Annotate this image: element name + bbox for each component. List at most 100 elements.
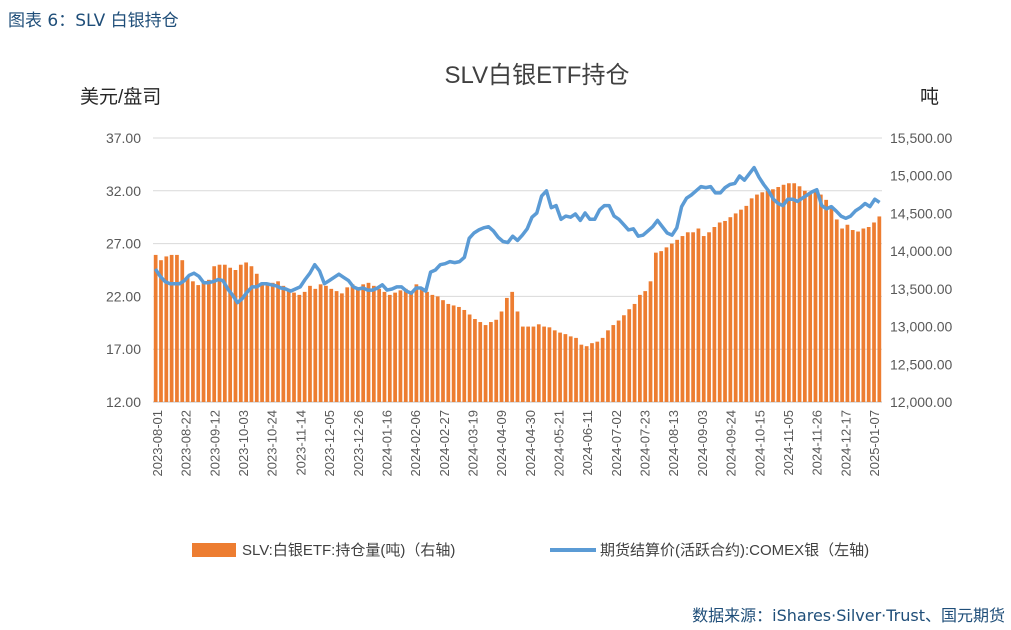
bar (265, 284, 270, 402)
bar (329, 288, 334, 402)
bar (292, 292, 296, 402)
bar (574, 337, 578, 402)
bar (840, 228, 844, 402)
bar (153, 254, 158, 402)
bar (393, 292, 397, 402)
line-series (153, 165, 881, 305)
x-tick-label: 2024-07-02 (609, 410, 624, 477)
bar (451, 305, 456, 402)
bar (627, 309, 632, 402)
bar (398, 290, 403, 402)
bar (818, 194, 823, 402)
bar (584, 346, 589, 402)
left-tick-label: 17.00 (106, 341, 141, 357)
bar (302, 291, 307, 402)
bar (616, 320, 621, 402)
bar (457, 306, 461, 402)
x-tick-label: 2023-10-24 (265, 410, 280, 477)
bar (499, 311, 504, 402)
bar (648, 281, 653, 402)
bar (691, 232, 695, 402)
bar (462, 309, 467, 402)
bar (212, 266, 217, 402)
right-tick-label: 14,500.00 (890, 205, 952, 221)
bar (175, 254, 179, 402)
bar (276, 281, 280, 402)
bar (377, 288, 382, 402)
bar (403, 288, 408, 402)
x-tick-label: 2025-01-07 (867, 410, 882, 477)
left-tick-label: 12.00 (106, 394, 141, 410)
x-tick-label: 2024-08-13 (666, 410, 681, 477)
bar (792, 183, 797, 402)
bar (526, 326, 531, 402)
bar (542, 326, 546, 402)
x-tick-label: 2024-11-05 (781, 410, 796, 476)
bar (733, 213, 738, 402)
bar (350, 284, 355, 402)
bar (829, 205, 834, 402)
right-tick-labels: 12,000.00 12,500.00 13,000.00 13,500.00 14,0… (890, 130, 952, 410)
left-tick-label: 27.00 (106, 236, 141, 252)
bar (866, 227, 871, 402)
bar (515, 311, 520, 402)
bar (558, 332, 562, 402)
bar (664, 247, 669, 402)
bar (563, 334, 568, 402)
bar (180, 260, 185, 402)
bar (345, 287, 350, 402)
chart-title: SLV白银ETF持仓 (445, 62, 630, 89)
bar (765, 190, 770, 402)
bar (850, 230, 855, 402)
bar (595, 341, 600, 402)
x-tick-label: 2024-05-21 (552, 410, 567, 477)
bar (669, 243, 674, 402)
right-tick-label: 13,500.00 (890, 281, 952, 297)
bar (489, 322, 493, 402)
legend-line-label: 期货结算价(活跃合约):COMEX银（左轴) (600, 541, 869, 559)
bar (238, 264, 243, 402)
left-tick-label: 37.00 (106, 130, 141, 146)
bar (579, 344, 584, 402)
left-axis-label: 美元/盘司 (80, 86, 161, 108)
x-tick-label: 2023-12-05 (322, 410, 337, 477)
bar (808, 192, 813, 402)
bar (531, 326, 536, 402)
left-tick-label: 32.00 (106, 183, 141, 199)
bar (467, 314, 472, 402)
bar (749, 198, 754, 402)
bar (222, 264, 227, 402)
bar (254, 273, 259, 402)
bar (207, 279, 211, 402)
bar (606, 330, 610, 402)
x-tick-label: 2024-12-17 (838, 410, 853, 477)
bar (244, 262, 248, 402)
x-tick-label: 2024-09-24 (724, 410, 739, 477)
bar (600, 337, 605, 402)
bar (196, 285, 201, 402)
bar (845, 224, 850, 402)
bar (371, 285, 376, 402)
bar (334, 291, 339, 402)
bar (228, 267, 233, 402)
bar (877, 216, 882, 402)
right-tick-label: 12,500.00 (890, 356, 952, 372)
bar (233, 270, 238, 402)
legend-bar-swatch-icon (192, 543, 236, 557)
x-tick-label: 2023-09-12 (207, 410, 222, 477)
right-tick-label: 13,000.00 (890, 319, 952, 335)
bar (771, 189, 775, 402)
bar (297, 294, 302, 402)
bar (685, 232, 690, 402)
bar (324, 285, 328, 402)
bar (340, 293, 344, 402)
bar (191, 281, 195, 402)
bar (638, 294, 642, 402)
bar (755, 194, 759, 402)
bar (632, 303, 637, 402)
bar (414, 284, 419, 402)
bar (707, 232, 711, 402)
x-tick-label: 2024-06-11 (580, 410, 595, 476)
x-tick-label: 2024-10-15 (752, 410, 767, 477)
bar (552, 330, 557, 402)
